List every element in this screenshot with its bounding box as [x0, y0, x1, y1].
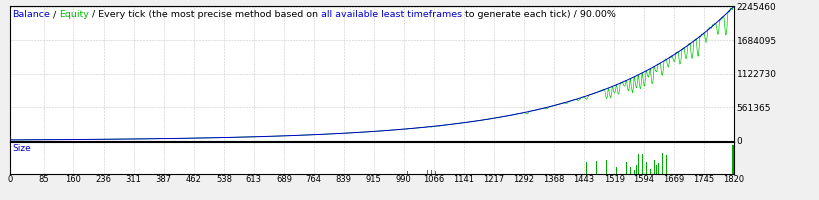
Text: Size: Size [12, 144, 31, 153]
Text: / Every tick (the most precise method based on: / Every tick (the most precise method ba… [89, 10, 320, 19]
Text: /: / [50, 10, 59, 19]
Text: to generate each tick) / 90.00%: to generate each tick) / 90.00% [462, 10, 615, 19]
Text: Equity: Equity [59, 10, 89, 19]
Text: all available least timeframes: all available least timeframes [320, 10, 462, 19]
Text: Balance: Balance [12, 10, 50, 19]
